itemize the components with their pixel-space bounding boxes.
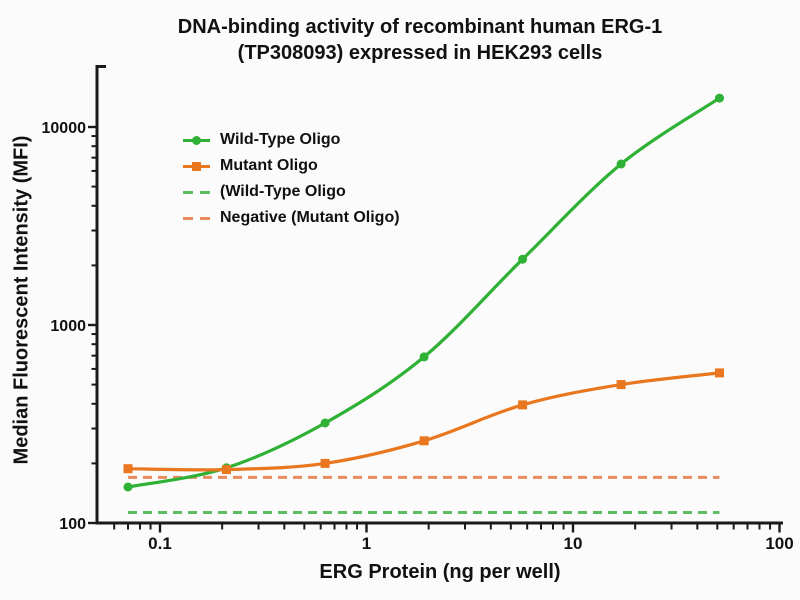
legend-item-wild-type-oligo: Wild-Type Oligo bbox=[183, 127, 400, 153]
y-tick-label: 10000 bbox=[42, 120, 87, 137]
data-point bbox=[320, 418, 330, 428]
axis-ticks bbox=[88, 125, 781, 533]
legend-item-negative-mutant: Negative (Mutant Oligo) bbox=[183, 205, 400, 231]
data-point bbox=[715, 368, 724, 378]
legend-marker-negative-mutant-icon bbox=[183, 216, 210, 220]
data-point bbox=[320, 458, 330, 468]
legend-label-mutant: Mutant Oligo bbox=[220, 157, 318, 174]
legend-marker-mutant-icon bbox=[183, 161, 210, 171]
data-point bbox=[616, 159, 626, 169]
legend-marker-wild-type-icon bbox=[183, 135, 210, 145]
legend-label-negative-wild-type: (Wild-Type Oligo bbox=[220, 183, 346, 200]
tick-labels: 0.1 1 10 100 100 1000 10000 bbox=[42, 120, 794, 553]
x-tick-label: 10 bbox=[564, 534, 583, 553]
x-axis-title: ERG Protein (ng per well) bbox=[319, 561, 561, 583]
legend-marker-negative-wild-type-icon bbox=[183, 190, 210, 194]
legend-item-mutant-oligo: Mutant Oligo bbox=[183, 153, 400, 179]
legend: Wild-Type Oligo Mutant Oligo (Wild-Type … bbox=[183, 127, 400, 231]
x-tick-label: 1 bbox=[362, 534, 371, 553]
y-tick-label: 1000 bbox=[50, 318, 86, 335]
data-point bbox=[518, 254, 528, 264]
chart-title-line2: (TP308093) expressed in HEK293 cells bbox=[237, 42, 603, 64]
data-point bbox=[222, 465, 231, 475]
data-point bbox=[419, 436, 429, 446]
legend-label-negative-mutant: Negative (Mutant Oligo) bbox=[220, 209, 400, 226]
x-tick-label: 0.1 bbox=[148, 534, 172, 553]
axes bbox=[95, 65, 783, 525]
y-tick-label: 100 bbox=[59, 516, 86, 533]
points-mutant-oligo bbox=[123, 368, 724, 475]
data-point bbox=[419, 352, 429, 362]
chart-title: DNA-binding activity of recombinant huma… bbox=[40, 14, 800, 66]
data-point bbox=[616, 380, 626, 390]
x-tick-label: 100 bbox=[765, 534, 793, 553]
data-point bbox=[123, 464, 133, 474]
data-point bbox=[518, 400, 528, 410]
y-axis-title: Median Fluorescent Intensity (MFI) bbox=[10, 135, 33, 465]
legend-item-negative-wild-type: (Wild-Type Oligo bbox=[183, 179, 400, 205]
data-point bbox=[715, 93, 724, 103]
data-point bbox=[123, 482, 133, 492]
legend-label-wild-type: Wild-Type Oligo bbox=[220, 131, 341, 148]
curve-mutant-oligo bbox=[126, 371, 722, 472]
chart-title-line1: DNA-binding activity of recombinant huma… bbox=[177, 16, 663, 38]
